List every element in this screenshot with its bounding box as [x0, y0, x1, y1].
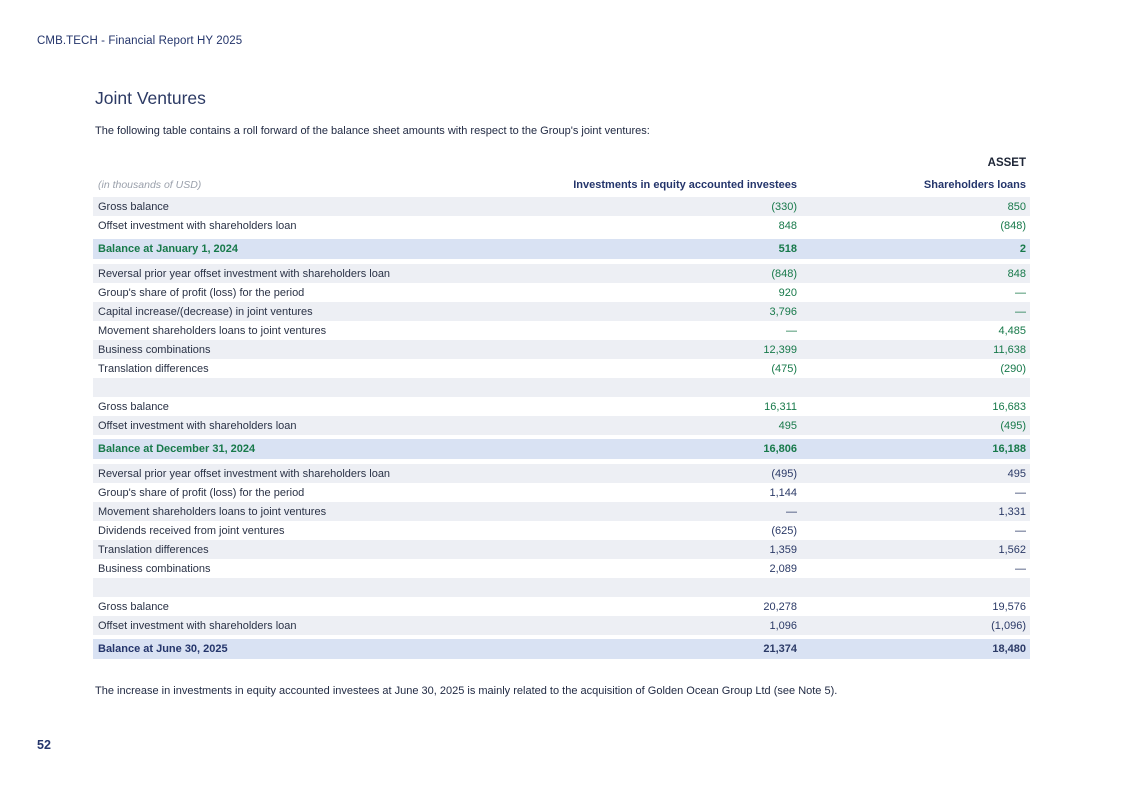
table-row: Translation differences (475) (290)	[93, 359, 1030, 378]
value-investments: 3,796	[769, 305, 797, 318]
value-shareholders-loans: 16,683	[992, 400, 1026, 413]
table-row: Translation differences 1,359 1,562	[93, 540, 1030, 559]
row-label: Group's share of profit (loss) for the p…	[98, 286, 305, 299]
value-shareholders-loans: 18,480	[992, 643, 1026, 655]
value-investments: 1,096	[769, 619, 797, 632]
row-label: Business combinations	[98, 562, 211, 575]
value-investments: (475)	[771, 362, 797, 375]
value-shareholders-loans: —	[1015, 486, 1026, 499]
value-investments: (625)	[771, 524, 797, 537]
balance-row: Balance at June 30, 2025 21,374 18,480	[93, 639, 1030, 659]
value-investments: 16,806	[763, 443, 797, 455]
value-investments: —	[786, 505, 797, 518]
value-investments: (330)	[771, 200, 797, 213]
report-page-content: Joint Ventures The following table conta…	[93, 88, 1030, 697]
value-investments: 16,311	[764, 400, 797, 413]
row-label: Balance at December 31, 2024	[98, 443, 256, 455]
value-investments: 21,374	[763, 643, 797, 655]
table-header-row: (in thousands of USD) Investments in equ…	[93, 174, 1030, 196]
row-label: Offset investment with shareholders loan	[98, 419, 297, 432]
value-shareholders-loans: —	[1015, 305, 1026, 318]
row-label: Dividends received from joint ventures	[98, 524, 285, 537]
value-investments: 518	[778, 243, 797, 255]
value-shareholders-loans: 4,485	[998, 324, 1026, 337]
table-row: Gross balance 16,311 16,683	[93, 397, 1030, 416]
row-label: Gross balance	[98, 400, 169, 413]
table-row: Capital increase/(decrease) in joint ven…	[93, 302, 1030, 321]
value-shareholders-loans: (290)	[1000, 362, 1026, 375]
row-label: Gross balance	[98, 600, 169, 613]
value-investments: —	[786, 324, 797, 337]
table-row: Movement shareholders loans to joint ven…	[93, 502, 1030, 521]
table-row: Offset investment with shareholders loan…	[93, 616, 1030, 635]
value-shareholders-loans: (495)	[1000, 419, 1026, 432]
page-title: Joint Ventures	[95, 88, 206, 108]
table-row: Group's share of profit (loss) for the p…	[93, 283, 1030, 302]
value-shareholders-loans: 850	[1007, 200, 1026, 213]
value-investments: 20,278	[763, 600, 797, 613]
table-row: Reversal prior year offset investment wi…	[93, 464, 1030, 483]
value-shareholders-loans: 1,331	[998, 505, 1026, 518]
row-label: Translation differences	[98, 543, 209, 556]
value-investments: 495	[778, 419, 797, 432]
table-row: Gross balance (330) 850	[93, 197, 1030, 216]
balance-row: Balance at December 31, 2024 16,806 16,188	[93, 439, 1030, 459]
row-label: Movement shareholders loans to joint ven…	[98, 324, 327, 337]
value-shareholders-loans: 16,188	[992, 443, 1026, 455]
value-investments: (495)	[771, 467, 797, 480]
table-row: Movement shareholders loans to joint ven…	[93, 321, 1030, 340]
value-shareholders-loans: 495	[1007, 467, 1026, 480]
value-investments: 2,089	[769, 562, 797, 575]
table-row: Offset investment with shareholders loan…	[93, 416, 1030, 435]
value-shareholders-loans: —	[1015, 524, 1026, 537]
value-shareholders-loans: 19,576	[992, 600, 1026, 613]
row-label: Balance at June 30, 2025	[98, 643, 228, 655]
row-label: Offset investment with shareholders loan	[98, 219, 297, 232]
intro-text: The following table contains a roll forw…	[95, 125, 650, 137]
row-label: Business combinations	[98, 343, 211, 356]
value-shareholders-loans: (1,096)	[991, 619, 1026, 632]
value-investments: 1,359	[769, 543, 797, 556]
table-row	[93, 578, 1030, 597]
value-investments: 1,144	[769, 486, 797, 499]
value-shareholders-loans: 1,562	[998, 543, 1026, 556]
table-row: Gross balance 20,278 19,576	[93, 597, 1030, 616]
row-label: Reversal prior year offset investment wi…	[98, 267, 391, 280]
row-label: Translation differences	[98, 362, 209, 375]
table-row: Group's share of profit (loss) for the p…	[93, 483, 1030, 502]
table-row: Reversal prior year offset investment wi…	[93, 264, 1030, 283]
row-label: Balance at January 1, 2024	[98, 243, 239, 255]
table-body: Gross balance (330) 850 Offset investment w…	[93, 197, 1030, 659]
value-investments: (848)	[771, 267, 797, 280]
value-shareholders-loans: 11,638	[993, 343, 1026, 356]
table-row: Dividends received from joint ventures (6…	[93, 521, 1030, 540]
row-label: Offset investment with shareholders loan	[98, 619, 297, 632]
table-row: Business combinations 12,399 11,638	[93, 340, 1030, 359]
row-label: Capital increase/(decrease) in joint ven…	[98, 305, 313, 318]
value-investments: 848	[778, 219, 797, 232]
column-group-header: ASSET	[987, 157, 1026, 169]
row-label: Reversal prior year offset investment wi…	[98, 467, 391, 480]
balance-row: Balance at January 1, 2024 518 2	[93, 239, 1030, 259]
column-header-investments: Investments in equity accounted investee…	[573, 179, 797, 191]
page-number: 52	[37, 738, 51, 752]
value-shareholders-loans: —	[1015, 286, 1026, 299]
value-shareholders-loans: (848)	[1000, 219, 1026, 232]
value-shareholders-loans: 2	[1019, 243, 1026, 255]
footnote-text: The increase in investments in equity ac…	[95, 685, 838, 697]
row-label: Gross balance	[98, 200, 169, 213]
column-header-shareholders-loans: Shareholders loans	[923, 179, 1026, 191]
document-header: CMB.TECH - Financial Report HY 2025	[37, 35, 243, 47]
table-row: Business combinations 2,089 —	[93, 559, 1030, 578]
table-row	[93, 378, 1030, 397]
row-label: Group's share of profit (loss) for the p…	[98, 486, 305, 499]
value-investments: 12,399	[763, 343, 797, 356]
row-label: Movement shareholders loans to joint ven…	[98, 505, 327, 518]
value-investments: 920	[778, 286, 797, 299]
value-shareholders-loans: —	[1015, 562, 1026, 575]
value-shareholders-loans: 848	[1007, 267, 1026, 280]
table-row: Offset investment with shareholders loan…	[93, 216, 1030, 235]
unit-label: (in thousands of USD)	[98, 179, 202, 191]
